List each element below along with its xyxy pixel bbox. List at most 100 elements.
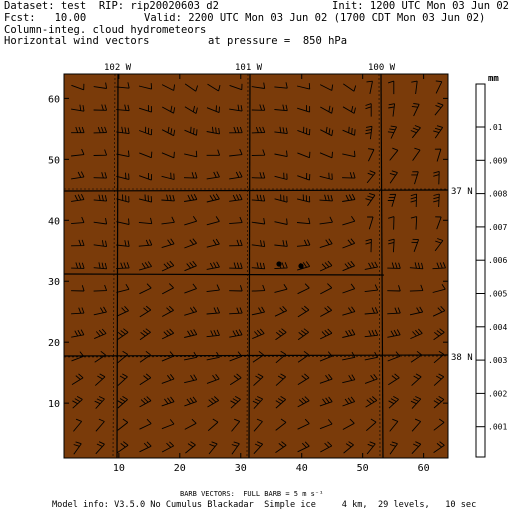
wind-barb xyxy=(207,418,219,432)
wind-barb xyxy=(365,192,376,207)
wind-barb xyxy=(161,216,175,225)
wind-barb xyxy=(366,441,376,455)
wind-barb xyxy=(71,104,85,112)
wind-barb xyxy=(432,305,446,317)
wind-barb-layer xyxy=(71,80,446,455)
wind-barb xyxy=(251,306,265,316)
wind-barb xyxy=(412,147,421,161)
wind-barb xyxy=(320,283,333,295)
wind-barb xyxy=(116,150,130,158)
wind-barb xyxy=(253,441,264,455)
graticule-line xyxy=(246,73,249,459)
wind-barb xyxy=(274,194,288,203)
wind-barb xyxy=(297,418,310,430)
y-tick-label: 60 xyxy=(48,94,60,105)
colorbar-label: .005 xyxy=(488,290,507,299)
wind-barb xyxy=(229,307,243,315)
wind-barb xyxy=(138,239,153,247)
wind-barb xyxy=(206,374,220,384)
wind-barb xyxy=(71,285,85,292)
wind-barb xyxy=(320,441,333,453)
y-tick-label: 30 xyxy=(48,277,60,288)
wind-barb xyxy=(231,441,240,455)
wind-barb xyxy=(433,125,444,139)
colorbar-label: .009 xyxy=(488,156,507,165)
wind-barb xyxy=(139,396,152,408)
init-label: Init: 1200 UTC Mon 03 Jun 02 xyxy=(332,0,510,12)
wind-barb xyxy=(229,262,243,269)
wind-barb xyxy=(297,283,310,295)
wind-barb xyxy=(184,193,198,202)
wind-barb xyxy=(433,373,445,386)
station-dot xyxy=(298,263,304,269)
wind-barb xyxy=(296,194,311,203)
wind-barb xyxy=(71,239,85,247)
wind-barb xyxy=(365,103,372,117)
graticule-line xyxy=(378,73,381,459)
wind-barb xyxy=(319,172,333,180)
wind-barb xyxy=(410,125,421,139)
wind-barb xyxy=(432,283,446,293)
wind-barb xyxy=(433,170,440,185)
wind-barb xyxy=(139,373,152,386)
x-tick-label: 60 xyxy=(418,463,430,474)
wind-barb xyxy=(161,260,175,272)
wind-barb xyxy=(389,170,398,184)
wind-barb xyxy=(161,374,175,384)
wind-barb xyxy=(275,418,287,431)
wind-barb xyxy=(184,418,197,430)
wind-barb xyxy=(71,262,85,269)
wind-barb xyxy=(206,171,220,180)
wind-barb xyxy=(433,328,445,341)
wind-barb xyxy=(410,193,418,208)
wind-barb xyxy=(184,238,197,249)
colorbar-label: .006 xyxy=(488,256,507,265)
wind-barb xyxy=(206,193,220,203)
wind-barb xyxy=(364,374,378,384)
graticule-line xyxy=(112,73,116,459)
wind-barb xyxy=(342,150,356,158)
wind-barb xyxy=(251,218,266,225)
wind-barb xyxy=(139,418,152,430)
border-line xyxy=(63,189,449,192)
wind-barb xyxy=(161,396,175,407)
wind-barb xyxy=(274,305,288,317)
wind-barb xyxy=(275,441,287,453)
wind-barb xyxy=(389,147,399,161)
colorbar-label: .007 xyxy=(488,223,507,232)
wind-barb xyxy=(297,350,310,363)
wind-barb xyxy=(297,328,309,341)
wind-barb xyxy=(251,284,266,292)
wind-barb xyxy=(433,441,445,453)
colorbar-unit: mm xyxy=(488,74,499,84)
wind-barb xyxy=(229,239,243,247)
wind-barb xyxy=(342,306,356,316)
wind-barb xyxy=(410,396,422,409)
wind-barb xyxy=(116,262,130,270)
wind-barb xyxy=(95,418,105,432)
wind-barb xyxy=(274,283,288,293)
wind-barb xyxy=(138,83,153,90)
wind-barb xyxy=(366,418,377,432)
colorbar xyxy=(475,83,486,458)
wind-barb xyxy=(229,171,243,180)
wind-barb xyxy=(275,373,287,386)
wind-barb xyxy=(185,441,196,454)
wind-barb xyxy=(342,172,356,179)
wind-barb xyxy=(388,216,395,230)
wind-barb xyxy=(139,305,152,318)
wind-barb xyxy=(297,172,311,181)
wind-barb xyxy=(117,328,129,341)
border-line xyxy=(380,73,384,459)
wind-barb xyxy=(275,328,287,341)
wind-barb xyxy=(251,82,266,89)
wind-barb xyxy=(207,83,221,92)
wind-barb xyxy=(434,102,444,116)
y-tick-label: 50 xyxy=(48,155,60,166)
wind-barb xyxy=(71,194,85,202)
wind-barb xyxy=(387,193,397,207)
wind-barb xyxy=(297,396,310,408)
wind-barb xyxy=(161,194,175,202)
wind-barb xyxy=(342,126,356,136)
